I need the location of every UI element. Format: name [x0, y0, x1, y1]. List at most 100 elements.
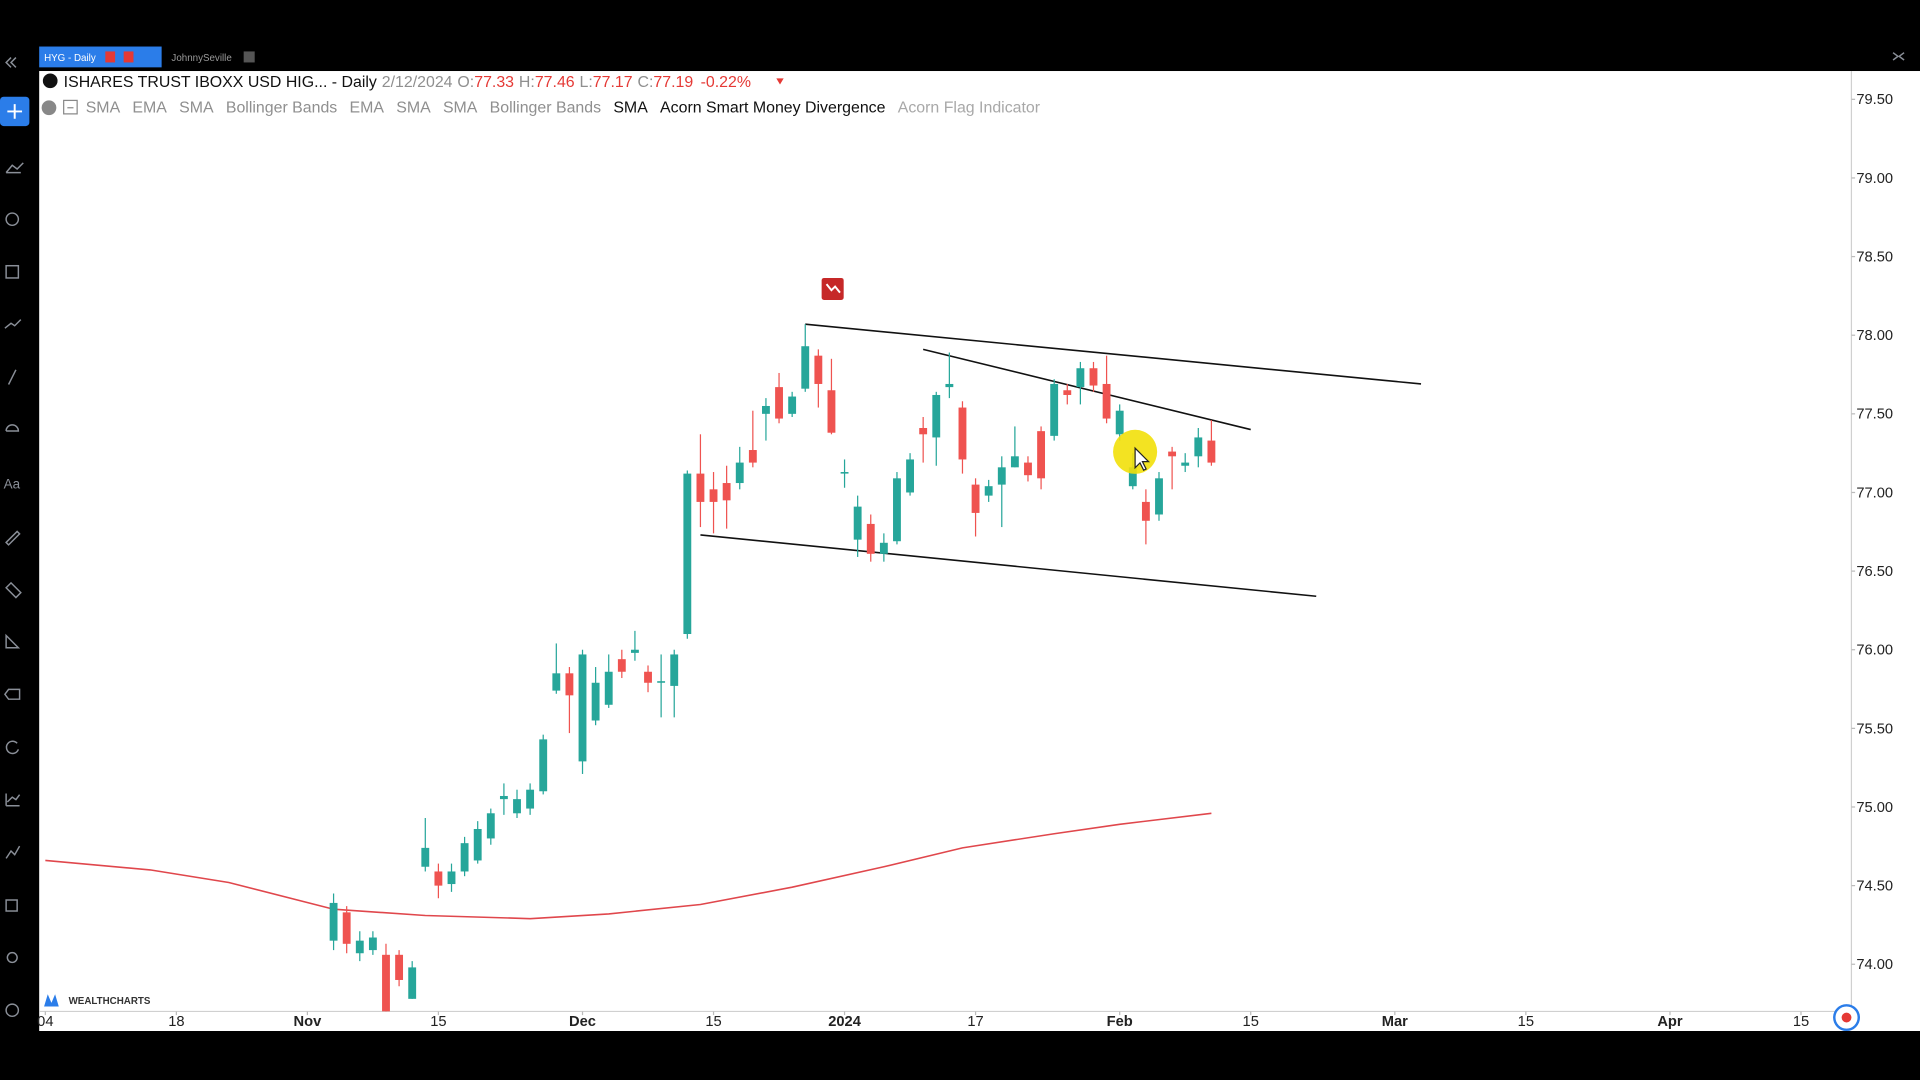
brand-logo	[44, 994, 59, 1007]
candle-body	[1076, 368, 1085, 388]
add-icon	[7, 104, 23, 119]
tab-label[interactable]: JohnnySeville	[171, 53, 231, 64]
tool-icon[interactable]	[5, 845, 21, 859]
indicator-list: SMA EMA SMA Bollinger Bands EMA SMA SMA Bolling…	[86, 100, 1041, 117]
x-tick-label: 17	[967, 1014, 983, 1030]
candle-body	[382, 954, 390, 1012]
tool-icon[interactable]	[5, 162, 24, 174]
collapse-icon[interactable]	[5, 57, 17, 68]
tool-icon[interactable]	[5, 633, 21, 649]
candle-body	[434, 871, 443, 886]
plot-area	[45, 323, 1422, 1012]
y-tick-label: 78.00	[1856, 328, 1893, 344]
settings-icon[interactable]	[41, 100, 57, 116]
expand-icon[interactable]	[1892, 52, 1905, 61]
candle-body	[1037, 431, 1046, 479]
x-tick-label: Apr	[1657, 1014, 1683, 1030]
candle-body	[368, 937, 377, 951]
brand: WEALTHCHARTS	[69, 996, 151, 1007]
candle-body	[395, 954, 404, 980]
candle-body	[499, 795, 508, 800]
toolbar: Aa	[0, 57, 30, 1018]
candle-body	[919, 427, 928, 435]
ohlc-label: H:	[519, 74, 535, 91]
cursor	[1134, 446, 1151, 472]
candle-body	[421, 847, 430, 867]
tool-icon[interactable]	[5, 899, 18, 912]
tab-badge	[123, 51, 134, 63]
candle-body	[893, 478, 901, 542]
candle-body	[748, 450, 757, 463]
ohlc-value: 77.33	[474, 74, 514, 91]
y-tick-label: 74.50	[1856, 879, 1893, 895]
candle-body	[460, 843, 469, 872]
tool-icon[interactable]	[4, 319, 22, 329]
tab-badge	[105, 51, 116, 63]
candle-body	[762, 405, 770, 414]
candle-body	[866, 523, 875, 554]
candle-body	[1089, 368, 1098, 386]
candle-body	[971, 484, 980, 513]
indicator: SMA	[86, 100, 121, 117]
candle-body	[539, 739, 548, 792]
candle-body	[801, 346, 810, 389]
trendline	[922, 348, 1251, 431]
candle-body	[342, 912, 351, 944]
text-tool[interactable]: Aa	[4, 477, 21, 492]
tool-icon[interactable]	[6, 951, 18, 964]
indicator: SMA	[179, 100, 214, 117]
candle-body	[1207, 440, 1216, 463]
tool-icon[interactable]	[5, 264, 20, 279]
candle-body	[997, 467, 1006, 485]
candle-body	[1024, 462, 1032, 476]
candle-body	[473, 829, 482, 861]
tool-icon[interactable]	[3, 688, 21, 700]
candle-body	[1155, 478, 1163, 515]
y-tick-label: 77.50	[1856, 407, 1893, 423]
tool-icon[interactable]	[7, 369, 17, 385]
candle-body	[1010, 456, 1019, 468]
tool-icon[interactable]	[5, 424, 20, 432]
tool-icon[interactable]	[5, 530, 21, 546]
candle-body	[827, 390, 836, 433]
y-tick-label: 76.50	[1856, 564, 1893, 580]
chart-surface	[39, 71, 1920, 1032]
x-tick-label: 15	[705, 1014, 721, 1030]
candle-body	[657, 681, 666, 683]
symbol-name: ISHARES TRUST IBOXX USD HIG... - Daily	[64, 74, 377, 91]
tool-icon[interactable]	[5, 212, 20, 227]
candle-body	[735, 462, 744, 484]
candle-body	[853, 506, 862, 540]
x-tick-label: 04	[37, 1014, 53, 1030]
candle-body	[630, 649, 639, 653]
sma-line	[45, 812, 1212, 920]
candle-body	[408, 967, 417, 999]
change: -0.22%	[701, 74, 751, 91]
candle-body	[604, 671, 613, 705]
candle-body	[683, 473, 692, 635]
collapse-icon[interactable]	[63, 99, 78, 115]
candle-body	[617, 659, 626, 672]
candle-body	[447, 871, 456, 885]
candle-body	[578, 654, 587, 762]
x-tick-label: Dec	[569, 1014, 596, 1030]
candle-body	[984, 486, 993, 496]
candle-body	[1128, 467, 1137, 487]
x-tick-label: 15	[430, 1014, 446, 1030]
trendline	[700, 534, 1317, 598]
candle-body	[1181, 462, 1190, 466]
tool-icon[interactable]	[5, 581, 22, 599]
dropdown-icon[interactable]	[776, 78, 784, 85]
tool-icon[interactable]	[5, 1003, 20, 1018]
indicator: Acorn Smart Money Divergence	[660, 100, 886, 117]
tool-icon[interactable]	[5, 740, 20, 755]
candle-body	[526, 789, 535, 809]
tab-label[interactable]: HYG - Daily	[44, 53, 96, 64]
candle-body	[552, 673, 561, 691]
indicator: EMA	[350, 100, 385, 117]
candle-body	[814, 355, 823, 384]
symbol-icon	[42, 73, 58, 89]
y-tick-label: 78.50	[1856, 249, 1893, 265]
tool-icon[interactable]	[5, 793, 21, 807]
